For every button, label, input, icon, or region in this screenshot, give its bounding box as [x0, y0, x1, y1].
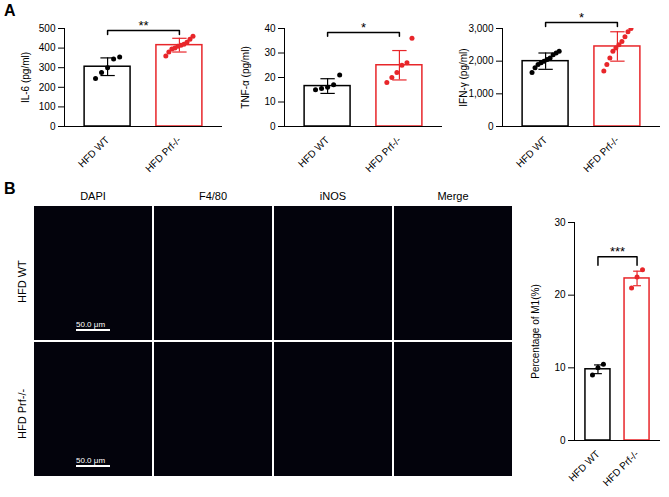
svg-text:30: 30 — [554, 217, 566, 228]
svg-text:***: *** — [610, 244, 625, 259]
svg-text:HFD Prf-/-: HFD Prf-/- — [601, 448, 641, 488]
svg-text:HFD WT: HFD WT — [76, 134, 111, 169]
svg-text:HFD Prf-/-: HFD Prf-/- — [143, 134, 183, 174]
svg-text:IFN-γ (pg/ml): IFN-γ (pg/ml) — [458, 48, 469, 106]
html-text:F4/80: F4/80 — [198, 190, 228, 202]
svg-text:0: 0 — [488, 121, 494, 132]
svg-text:IL-6 (pg/ml): IL-6 (pg/ml) — [20, 52, 31, 103]
svg-text:HFD WT: HFD WT — [566, 448, 601, 483]
svg-text:HFD Prf-/-: HFD Prf-/- — [581, 134, 621, 174]
svg-text:Percentage of M1(%): Percentage of M1(%) — [530, 284, 541, 379]
svg-text:*: * — [361, 20, 366, 35]
svg-text:TNF-α (pg/ml): TNF-α (pg/ml) — [240, 46, 251, 108]
html-text:HFD Prf-/-: HFD Prf-/- — [16, 388, 28, 439]
svg-text:30: 30 — [264, 47, 276, 58]
svg-text:100: 100 — [39, 101, 56, 112]
svg-text:10: 10 — [264, 96, 276, 107]
html-text:50.0 μm: 50.0 μm — [76, 456, 106, 465]
svg-text:HFD WT: HFD WT — [296, 134, 331, 169]
html-text:B: B — [4, 180, 16, 197]
html-text:HFD WT: HFD WT — [16, 260, 28, 303]
svg-text:10: 10 — [554, 362, 566, 373]
html-text:iNOS: iNOS — [319, 190, 347, 202]
svg-text:400: 400 — [39, 42, 56, 53]
html-text:DAPI: DAPI — [80, 190, 106, 202]
svg-text:1,000: 1,000 — [468, 88, 493, 99]
svg-text:500: 500 — [39, 23, 56, 34]
svg-text:300: 300 — [39, 62, 56, 73]
svg-text:3,000: 3,000 — [468, 23, 493, 34]
svg-text:0: 0 — [270, 121, 276, 132]
html-text:Merge: Merge — [437, 190, 469, 202]
svg-text:HFD Prf-/-: HFD Prf-/- — [363, 134, 403, 174]
svg-text:2,000: 2,000 — [468, 55, 493, 66]
svg-text:200: 200 — [39, 82, 56, 93]
svg-text:0: 0 — [560, 435, 566, 446]
svg-text:HFD WT: HFD WT — [514, 134, 549, 169]
svg-text:40: 40 — [264, 23, 276, 34]
html-text:A: A — [4, 2, 16, 19]
svg-text:*: * — [579, 10, 584, 25]
svg-text:0: 0 — [50, 121, 56, 132]
html-text:50.0 μm: 50.0 μm — [76, 320, 106, 329]
svg-text:20: 20 — [554, 289, 566, 300]
svg-text:20: 20 — [264, 72, 276, 83]
svg-text:**: ** — [138, 18, 148, 33]
